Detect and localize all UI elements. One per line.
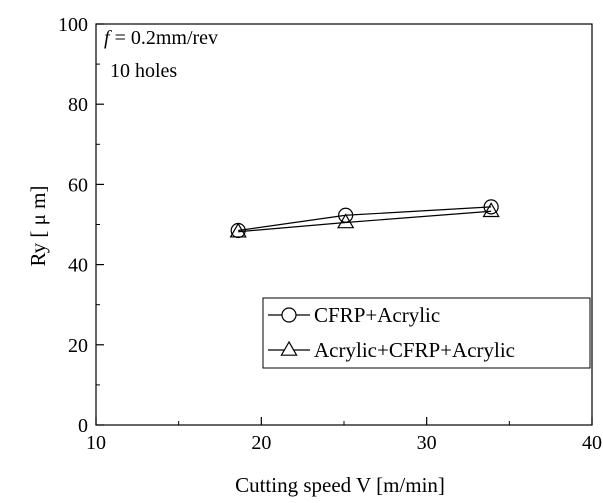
legend-label: Acrylic+CFRP+Acrylic	[314, 338, 515, 362]
x-tick-label: 20	[251, 432, 271, 454]
series-layer	[229, 199, 500, 239]
data-point-circle	[483, 199, 499, 215]
axis-tick-labels: 10 20 30 40 0 20 40 60 80 100	[58, 14, 602, 454]
x-tick-label: 10	[86, 432, 106, 454]
data-point-triangle	[229, 222, 247, 238]
data-point-triangle	[337, 213, 355, 229]
data-point-triangle	[482, 202, 500, 218]
x-tick-label: 40	[582, 432, 602, 454]
y-axis-title: Ry [ μ m]	[26, 186, 50, 267]
x-tick-label: 30	[417, 432, 437, 454]
legend-items: CFRP+Acrylic Acrylic+CFRP+Acrylic	[268, 303, 515, 362]
legend: CFRP+Acrylic Acrylic+CFRP+Acrylic	[262, 297, 591, 369]
legend-label: CFRP+Acrylic	[314, 303, 440, 327]
y-tick-label: 40	[68, 255, 88, 277]
y-tick-label: 0	[78, 415, 88, 437]
series-line-circle	[238, 206, 492, 232]
axis-ticks	[95, 23, 593, 426]
legend-marker-circle	[281, 307, 297, 323]
feed-value: = 0.2mm/rev	[110, 27, 219, 49]
legend-marker-triangle	[280, 340, 298, 356]
feed-symbol: f	[104, 27, 112, 49]
feed-annotation: f = 0.2mm/rev	[104, 27, 218, 49]
y-tick-label: 100	[58, 14, 88, 36]
x-axis-title: Cutting speed V [m/min]	[235, 473, 445, 497]
y-tick-label: 80	[68, 94, 88, 116]
series-line-triangle	[238, 210, 492, 233]
y-tick-label: 20	[68, 335, 88, 357]
holes-annotation: 10 holes	[110, 60, 177, 82]
y-tick-label: 60	[68, 174, 88, 196]
legend-box	[262, 297, 591, 369]
